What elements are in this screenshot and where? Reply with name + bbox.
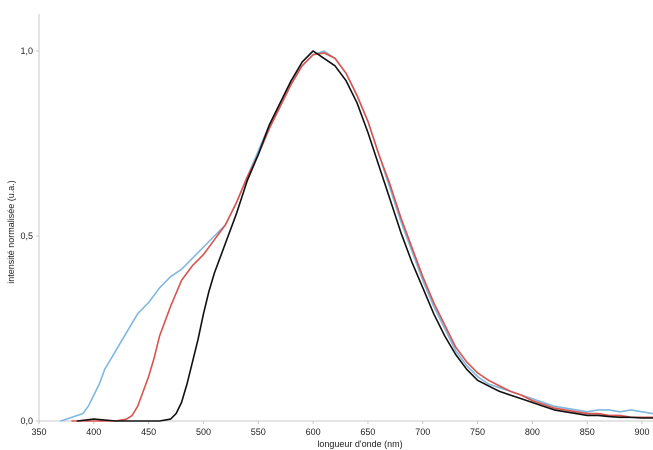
y-axis-title: intensité normalisée (u.a.) bbox=[6, 180, 16, 284]
y-tick-labels: 0,0 0,5 1,0 bbox=[20, 46, 39, 426]
series-line-2 bbox=[71, 52, 653, 422]
x-tick-label: 350 bbox=[31, 427, 46, 437]
x-tick-label: 650 bbox=[360, 427, 375, 437]
x-tick-label: 500 bbox=[196, 427, 211, 437]
x-tick-label: 900 bbox=[635, 427, 650, 437]
axes bbox=[38, 14, 653, 422]
x-tick-label: 450 bbox=[141, 427, 156, 437]
y-tick-label: 1,0 bbox=[20, 46, 33, 56]
y-tick-label: 0,5 bbox=[20, 231, 33, 241]
x-tick-label: 400 bbox=[86, 427, 101, 437]
x-tick-label: 850 bbox=[580, 427, 595, 437]
x-tick-label: 800 bbox=[525, 427, 540, 437]
y-tick-label: 0,0 bbox=[20, 416, 33, 426]
series-line-1 bbox=[60, 50, 653, 422]
x-tick-labels: 350 400 450 500 550 600 650 700 750 800 850 900 bbox=[31, 421, 650, 437]
series-line-3 bbox=[76, 50, 653, 422]
x-tick-label: 700 bbox=[415, 427, 430, 437]
x-tick-label: 600 bbox=[306, 427, 321, 437]
x-tick-label: 750 bbox=[470, 427, 485, 437]
x-tick-label: 550 bbox=[251, 427, 266, 437]
series-lines bbox=[60, 50, 653, 422]
x-axis-title: longueur d'onde (nm) bbox=[317, 439, 402, 449]
